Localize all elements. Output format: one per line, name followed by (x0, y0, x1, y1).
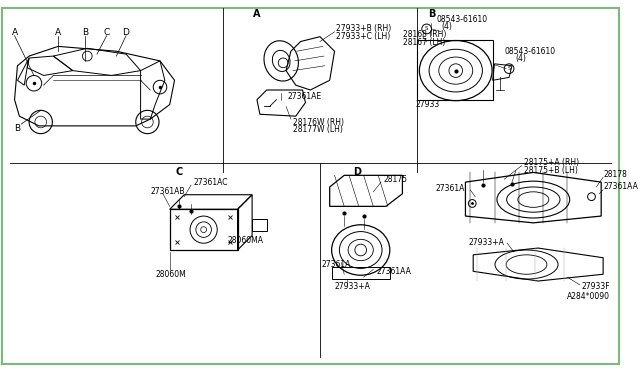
Text: 28060MA: 28060MA (228, 236, 264, 245)
Text: 27933+C (LH): 27933+C (LH) (337, 32, 391, 41)
Text: D: D (123, 28, 129, 37)
Text: 27361AE: 27361AE (287, 92, 321, 101)
Text: A284*0090: A284*0090 (567, 292, 611, 301)
Text: (4): (4) (441, 22, 452, 32)
Text: 27361A: 27361A (435, 185, 465, 193)
Text: D: D (353, 167, 361, 177)
Text: C: C (176, 167, 183, 177)
Text: 28168 (RH): 28168 (RH) (403, 30, 447, 39)
Bar (170, 209, 237, 250)
Text: 27933+A: 27933+A (335, 282, 371, 291)
Text: B: B (83, 28, 88, 37)
Text: B: B (14, 124, 20, 133)
Bar (417, 39, 493, 100)
Text: S: S (508, 66, 511, 71)
Text: 28175: 28175 (383, 175, 407, 184)
Text: A: A (253, 9, 260, 19)
Text: 28175+B (LH): 28175+B (LH) (524, 166, 577, 175)
Text: 27361AA: 27361AA (603, 183, 638, 192)
Text: 27361AA: 27361AA (376, 267, 411, 276)
Text: B: B (428, 9, 435, 19)
Bar (252, 219, 267, 231)
Text: S: S (425, 26, 428, 31)
Text: 27933+A: 27933+A (468, 238, 504, 247)
Text: 27933F: 27933F (582, 282, 611, 291)
Text: 27361AC: 27361AC (194, 177, 228, 187)
Text: 28177W (LH): 28177W (LH) (293, 125, 342, 134)
Text: C: C (104, 28, 110, 37)
Text: 08543-61610: 08543-61610 (504, 47, 556, 56)
Text: 27361A: 27361A (322, 260, 351, 269)
Text: 08543-61610: 08543-61610 (436, 15, 488, 24)
Text: 27361AB: 27361AB (150, 187, 185, 196)
Text: 28060M: 28060M (155, 270, 186, 279)
Text: 27933+B (RH): 27933+B (RH) (337, 25, 392, 33)
Text: 28176W (RH): 28176W (RH) (293, 118, 344, 126)
Text: 28167 (LH): 28167 (LH) (403, 38, 445, 47)
Text: A: A (55, 28, 61, 37)
Text: A: A (12, 28, 18, 37)
Bar (332, 267, 390, 279)
Text: 28178: 28178 (603, 170, 627, 179)
Text: (4): (4) (516, 54, 527, 64)
Text: 27933: 27933 (415, 100, 439, 109)
Text: 28175+A (RH): 28175+A (RH) (524, 158, 579, 167)
